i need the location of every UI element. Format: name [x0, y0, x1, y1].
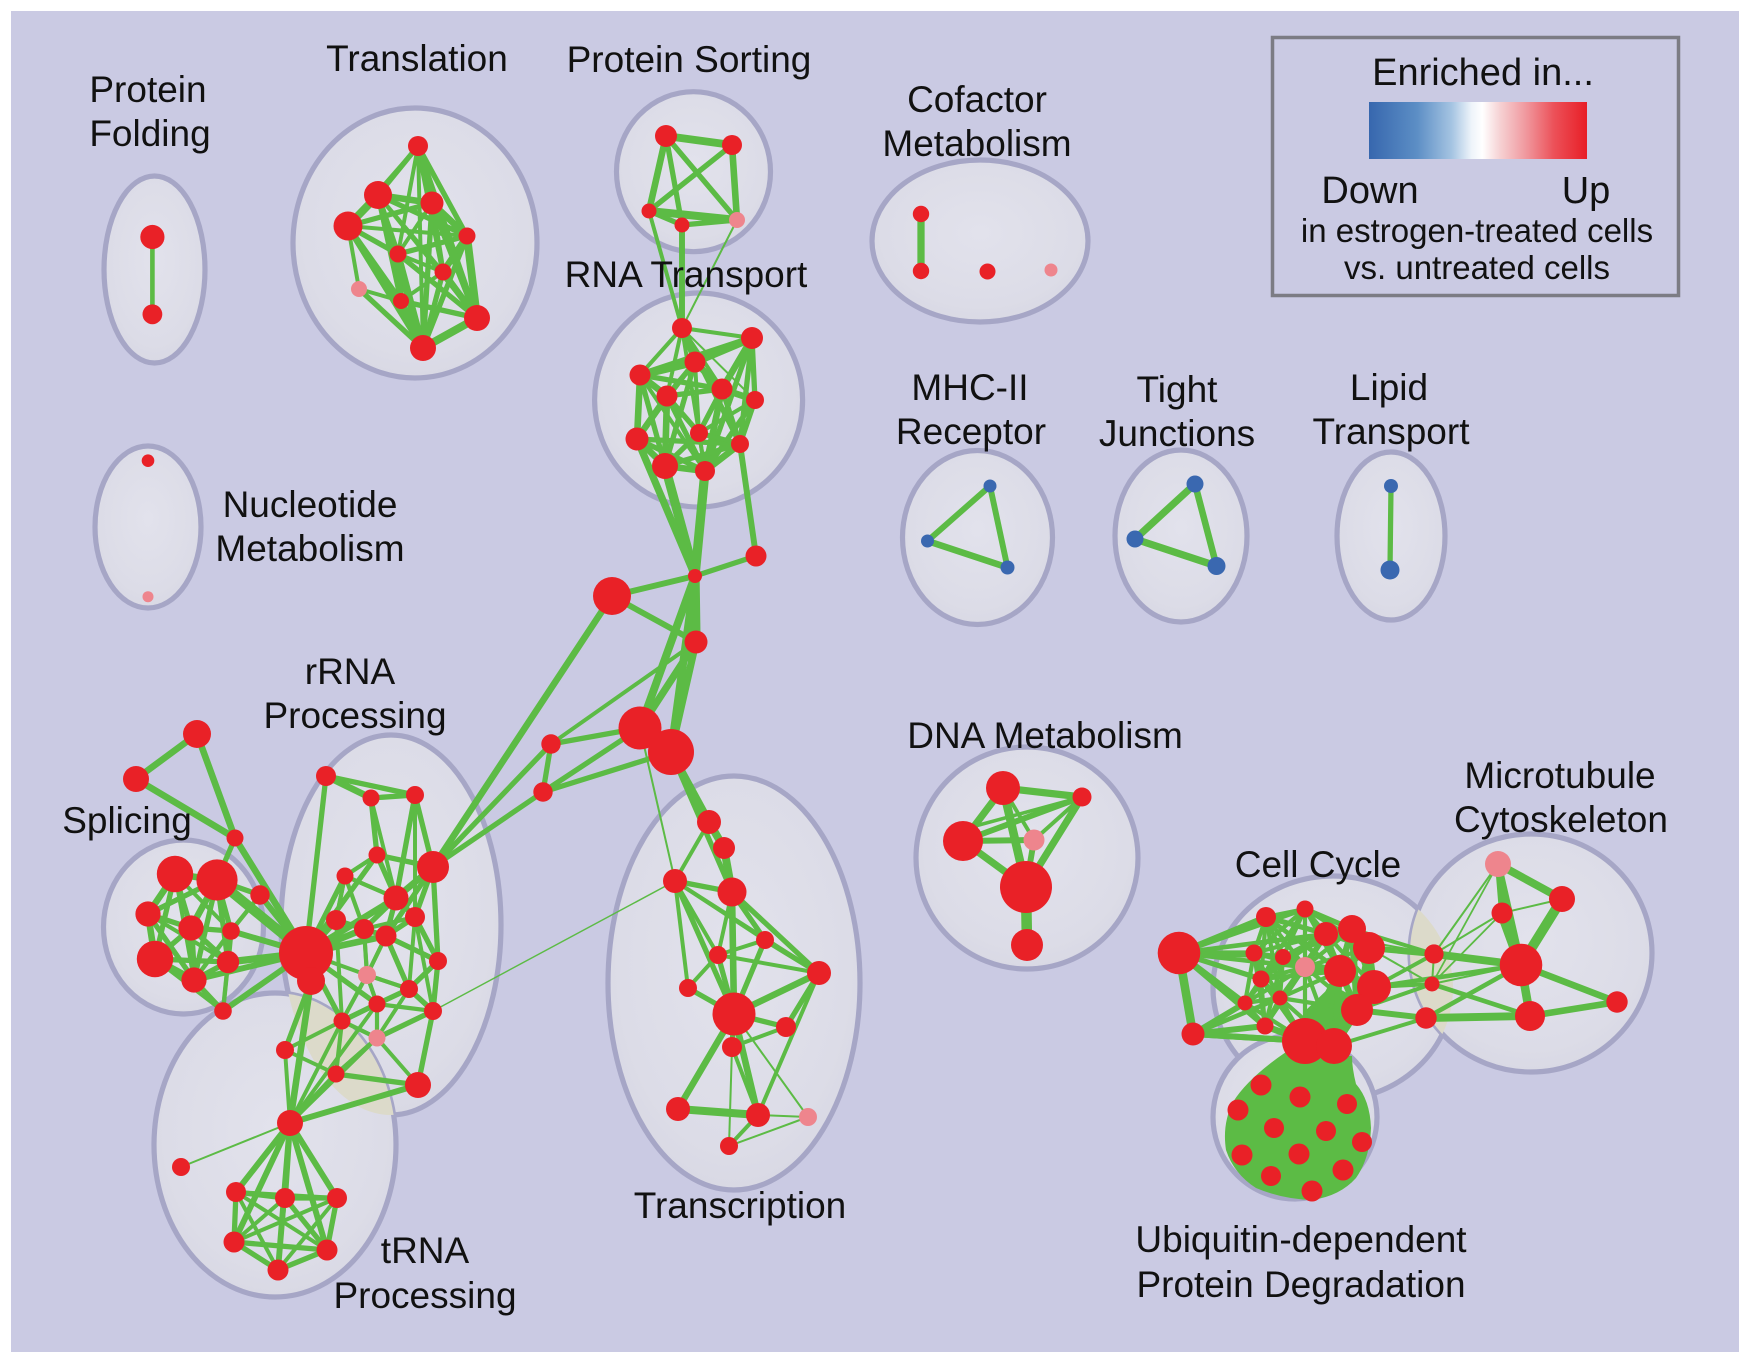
svg-text:Cell Cycle: Cell Cycle — [1235, 844, 1402, 885]
svg-text:Tight: Tight — [1137, 369, 1219, 410]
svg-text:DNA Metabolism: DNA Metabolism — [907, 715, 1183, 756]
svg-text:Ubiquitin-dependent: Ubiquitin-dependent — [1135, 1219, 1467, 1260]
svg-text:Microtubule: Microtubule — [1464, 755, 1655, 796]
svg-text:tRNA: tRNA — [381, 1230, 470, 1271]
svg-text:Transport: Transport — [1313, 411, 1471, 452]
svg-text:Cytoskeleton: Cytoskeleton — [1454, 799, 1668, 840]
svg-text:Protein Sorting: Protein Sorting — [567, 39, 812, 80]
svg-text:Junctions: Junctions — [1099, 413, 1255, 454]
svg-text:Processing: Processing — [263, 695, 446, 736]
svg-text:Receptor: Receptor — [896, 411, 1046, 452]
svg-text:vs. untreated cells: vs. untreated cells — [1344, 249, 1610, 286]
svg-text:Splicing: Splicing — [62, 800, 192, 841]
svg-text:Cofactor: Cofactor — [907, 79, 1047, 120]
svg-text:Up: Up — [1562, 170, 1611, 212]
svg-text:Transcription: Transcription — [634, 1185, 846, 1226]
svg-text:Nucleotide: Nucleotide — [223, 484, 398, 525]
svg-text:Lipid: Lipid — [1350, 367, 1428, 408]
svg-text:in estrogen-treated cells: in estrogen-treated cells — [1301, 212, 1653, 249]
svg-text:Processing: Processing — [333, 1275, 516, 1316]
svg-text:RNA Transport: RNA Transport — [565, 254, 808, 295]
svg-text:Protein Degradation: Protein Degradation — [1136, 1264, 1465, 1305]
svg-text:Metabolism: Metabolism — [882, 123, 1071, 164]
svg-text:rRNA: rRNA — [305, 651, 396, 692]
svg-text:Enriched in...: Enriched in... — [1372, 52, 1594, 94]
svg-text:MHC-II: MHC-II — [911, 367, 1028, 408]
svg-text:Translation: Translation — [326, 38, 508, 79]
svg-text:Folding: Folding — [89, 113, 210, 154]
svg-text:Metabolism: Metabolism — [215, 528, 404, 569]
svg-text:Protein: Protein — [89, 69, 206, 110]
svg-text:Down: Down — [1321, 170, 1418, 212]
